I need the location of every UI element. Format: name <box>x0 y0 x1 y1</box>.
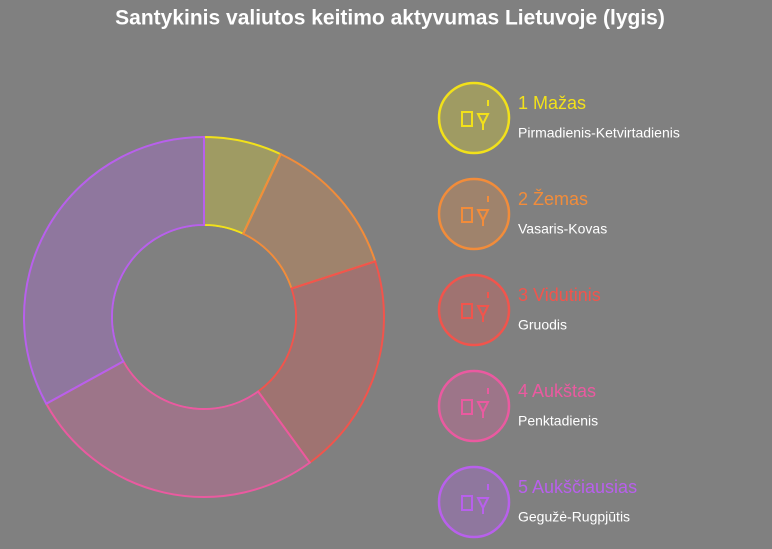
glyph-part <box>461 495 473 511</box>
legend-label: 1 Mažas <box>518 93 586 113</box>
legend-label: 3 Vidutinis <box>518 285 601 305</box>
legend-icon <box>437 177 511 251</box>
legend-icon-glyph <box>461 100 490 130</box>
glyph-part <box>476 113 490 130</box>
donut-hole <box>113 226 295 408</box>
glyph-part <box>476 401 490 418</box>
legend-icon <box>437 369 511 443</box>
glyph-part <box>476 305 490 322</box>
chart-title: Santykinis valiutos keitimo aktyvumas Li… <box>115 7 665 30</box>
legend-icon-glyph <box>461 196 490 226</box>
glyph-part <box>461 399 473 415</box>
legend-icon <box>437 465 511 539</box>
legend-icon-glyph <box>461 292 490 322</box>
glyph-part <box>461 303 473 319</box>
legend-description: Gruodis <box>518 317 567 333</box>
legend-description: Gegužė-Rugpjūtis <box>518 509 630 525</box>
legend-icon-glyph <box>461 388 490 418</box>
legend-label: 4 Aukštas <box>518 381 596 401</box>
legend-icon <box>437 81 511 155</box>
legend-icon-glyph <box>461 484 490 514</box>
donut-segment <box>23 135 205 406</box>
legend-label: 2 Žemas <box>518 189 588 209</box>
glyph-part <box>476 497 490 514</box>
glyph-part <box>461 207 473 223</box>
legend-label: 5 Aukščiausias <box>518 477 637 497</box>
legend-description: Pirmadienis-Ketvirtadienis <box>518 125 680 141</box>
donut-segment <box>256 260 385 465</box>
donut-segment <box>44 359 312 498</box>
legend-description: Penktadienis <box>518 413 598 429</box>
legend-description: Vasaris-Kovas <box>518 221 607 237</box>
legend-icon <box>437 273 511 347</box>
glyph-part <box>476 209 490 226</box>
glyph-part <box>461 111 473 127</box>
